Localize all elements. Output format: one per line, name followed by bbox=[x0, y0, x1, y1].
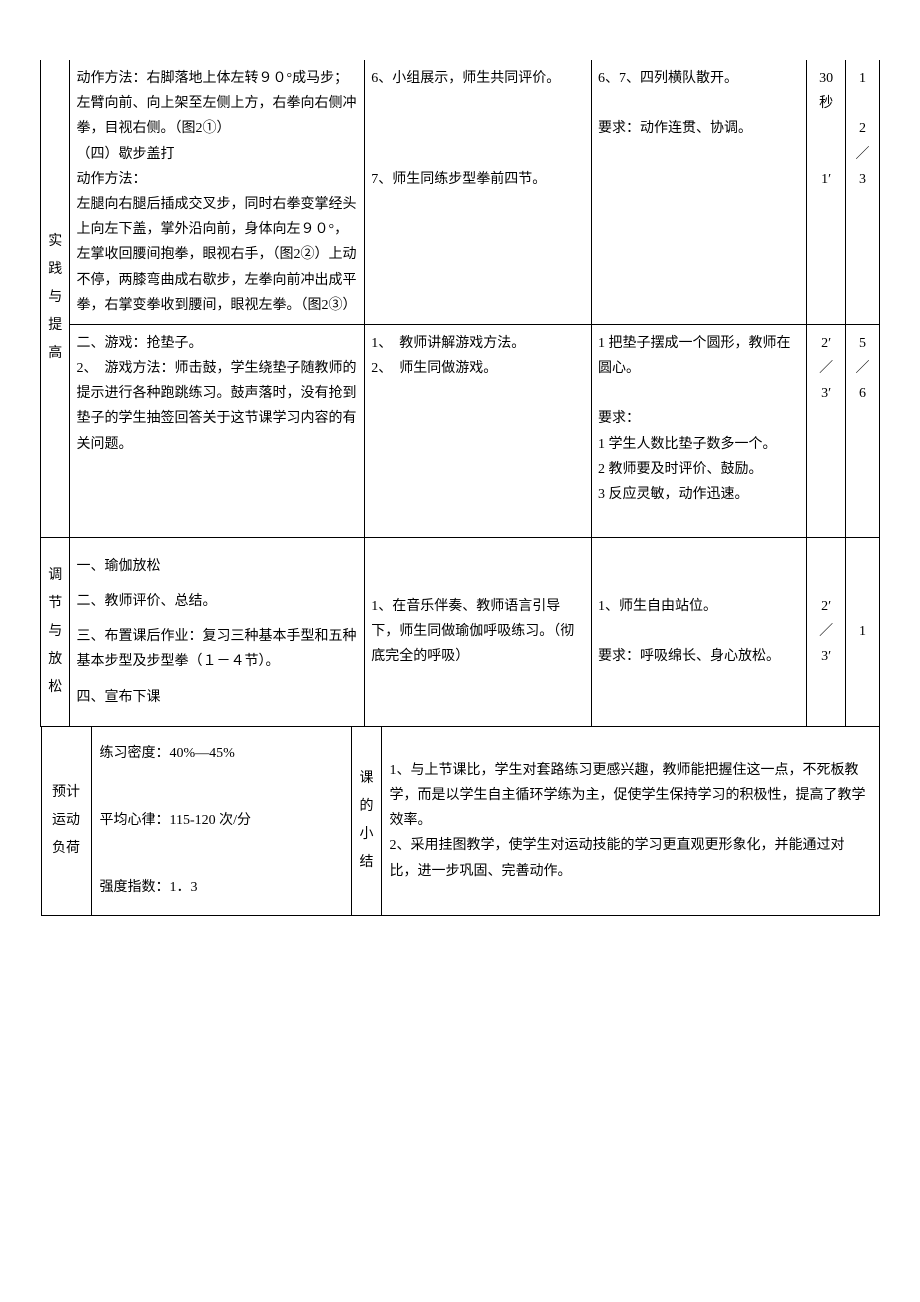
time-cell: 30秒1′ bbox=[807, 60, 846, 324]
time-cell: 2′／3′ bbox=[807, 537, 846, 726]
times-cell: 1 bbox=[845, 537, 879, 726]
phase-label: 实践与提高 bbox=[47, 228, 63, 368]
times-cell: 5／6 bbox=[845, 324, 879, 537]
table-row-summary: 预计运动负荷 练习密度：40%—45%平均心律：115-120 次/分强度指数：… bbox=[41, 726, 880, 915]
content-cell: 二、游戏：抢垫子。2、 游戏方法：师击鼓，学生绕垫子随教师的提示进行各种跑跳练习… bbox=[70, 324, 365, 537]
content-cell: 动作方法：右脚落地上体左转９０°成马步；左臂向前、向上架至左侧上方，右拳向右侧冲… bbox=[70, 60, 365, 324]
method-cell: 6、小组展示，师生共同评价。7、师生同练步型拳前四节。 bbox=[365, 60, 592, 324]
phase-practice-improve: 实践与提高 bbox=[41, 60, 70, 537]
table-row: 调节与放松 一、瑜伽放松二、教师评价、总结。三、布置课后作业：复习三种基本手型和… bbox=[41, 537, 880, 726]
method-cell: 1、 教师讲解游戏方法。2、 师生同做游戏。 bbox=[365, 324, 592, 537]
time-cell: 2′／3′ bbox=[807, 324, 846, 537]
org-cell: 1 把垫子摆成一个圆形，教师在圆心。要求：1 学生人数比垫子数多一个。2 教师要… bbox=[592, 324, 807, 537]
table-row: 二、游戏：抢垫子。2、 游戏方法：师击鼓，学生绕垫子随教师的提示进行各种跑跳练习… bbox=[41, 324, 880, 537]
method-cell: 1、在音乐伴奏、教师语言引导下，师生同做瑜伽呼吸练习。（彻底完全的呼吸） bbox=[365, 537, 592, 726]
phase-label: 调节与放松 bbox=[47, 562, 63, 702]
times-cell: 12／3 bbox=[845, 60, 879, 324]
expected-load-value: 练习密度：40%—45%平均心律：115-120 次/分强度指数：1．3 bbox=[91, 727, 351, 915]
lesson-table: 实践与提高 动作方法：右脚落地上体左转９０°成马步；左臂向前、向上架至左侧上方，… bbox=[40, 60, 880, 916]
expected-load-label: 预计运动负荷 bbox=[41, 727, 91, 915]
org-cell: 1、师生自由站位。要求：呼吸绵长、身心放松。 bbox=[592, 537, 807, 726]
lesson-summary-label: 课的小结 bbox=[351, 727, 381, 915]
content-cell: 一、瑜伽放松二、教师评价、总结。三、布置课后作业：复习三种基本手型和五种基本步型… bbox=[70, 537, 365, 726]
lesson-plan-page: 实践与提高 动作方法：右脚落地上体左转９０°成马步；左臂向前、向上架至左侧上方，… bbox=[0, 0, 920, 956]
lesson-summary-value: 1、与上节课比，学生对套路练习更感兴趣，教师能把握住这一点，不死板教学，而是以学… bbox=[381, 727, 879, 915]
org-cell: 6、7、四列横队散开。要求：动作连贯、协调。 bbox=[592, 60, 807, 324]
table-row: 实践与提高 动作方法：右脚落地上体左转９０°成马步；左臂向前、向上架至左侧上方，… bbox=[41, 60, 880, 324]
summary-table: 预计运动负荷 练习密度：40%—45%平均心律：115-120 次/分强度指数：… bbox=[41, 727, 880, 916]
phase-adjust-relax: 调节与放松 bbox=[41, 537, 70, 726]
